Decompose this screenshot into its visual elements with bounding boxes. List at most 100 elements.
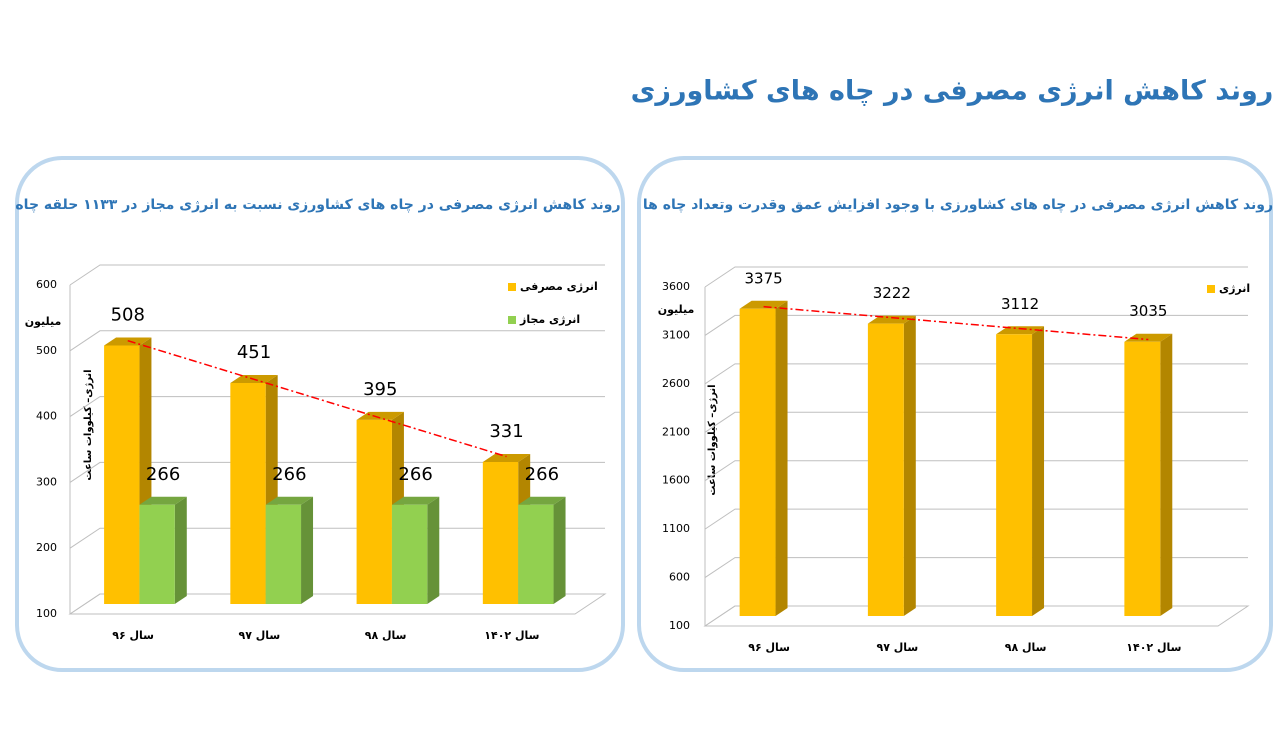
data-label: 266 [525,464,559,485]
bar [867,315,916,616]
bar-front [1124,341,1161,616]
bar-front [482,462,519,604]
bar [739,300,788,616]
bar-side [553,496,566,604]
bar-top [518,496,566,505]
data-label: 266 [398,464,432,485]
y-tick-label: 500 [36,344,57,357]
x-tick-label: سال ۱۴۰۲ [1126,641,1181,654]
y-tick-label: 200 [36,541,57,554]
bar-front [230,383,266,604]
grid-line [69,264,605,286]
chart-title: روند کاهش انرژی مصرفی در چاه های کشاورزی… [643,197,1273,213]
chart-frame [15,156,625,672]
bar-front [391,504,428,604]
bar-top [482,454,531,463]
bar-top [265,496,314,505]
x-tick-label: سال ۹۷ [876,641,918,654]
grid-line [704,508,1248,530]
grid-line [704,605,1248,627]
legend-swatch [508,316,516,324]
bar [265,496,314,604]
data-label: 331 [489,421,523,442]
data-label: 508 [111,305,145,326]
data-label: 451 [237,342,271,363]
x-tick-label: سال ۱۴۰۲ [484,629,539,642]
bar [996,326,1045,616]
bar-side [1032,326,1045,616]
x-tick-label: سال ۹۶ [748,641,790,654]
legend-label: انرژی مجاز [519,313,580,326]
bar [139,496,187,604]
data-label: 3222 [873,284,911,302]
slide-title: روند کاهش انرژی مصرفی در چاه های کشاورزی [631,76,1274,107]
legend-swatch [1207,285,1215,293]
bar-front [867,323,904,616]
bar-front [518,504,554,604]
data-label: 395 [363,379,397,400]
bar [391,496,440,604]
y-axis-unit: میلیون [25,315,62,328]
y-axis-unit: میلیون [658,303,695,316]
grid-line [704,411,1248,433]
bar-side [775,300,788,616]
y-tick-label: 2100 [662,425,690,438]
y-tick-label: 100 [36,607,57,620]
grid-line [704,363,1248,385]
bar-front [996,334,1033,616]
data-label: 3035 [1129,302,1167,320]
y-tick-label: 600 [669,571,690,584]
bar-front [356,419,392,604]
bar-front [265,504,302,604]
bar-side [1160,333,1173,616]
y-tick-label: 1100 [662,522,690,535]
data-label: 266 [272,464,306,485]
data-label: 3112 [1001,295,1039,313]
y-tick-label: 600 [36,278,57,291]
legend-swatch [508,283,516,291]
bar-top [739,300,788,309]
bar-top [391,496,440,505]
y-tick-label: 300 [36,475,57,488]
y-tick-label: 100 [669,619,690,632]
bar-front [739,308,776,616]
grid-line [704,460,1248,482]
bar-front [139,504,175,604]
x-tick-label: سال ۹۶ [112,629,154,642]
trendline [763,305,1149,341]
y-tick-label: 400 [36,410,57,423]
y-tick-label: 3100 [662,328,690,341]
grid-line [69,461,605,483]
data-label: 3375 [744,269,782,287]
chart-frame [637,156,1273,672]
y-tick-label: 3600 [662,280,690,293]
bar-side [301,496,314,604]
y-axis-title: انرژی– کیلووات ساعت [707,384,718,495]
bar-side [427,496,440,604]
bar-front [104,345,140,604]
x-tick-label: سال ۹۷ [238,629,280,642]
bar-top [139,496,187,505]
x-tick-label: سال ۹۸ [365,629,407,642]
trendline [127,339,507,458]
grid-line [704,266,1248,288]
grid-line [704,314,1248,336]
bar [518,496,566,604]
y-tick-label: 2600 [662,377,690,390]
legend-label: انرژی مصرفی [520,280,598,293]
legend-label: انرژی [1219,282,1250,295]
bar-top [1124,333,1173,342]
x-tick-label: سال ۹۸ [1005,641,1047,654]
bar-side [903,315,916,616]
grid-line [69,396,605,418]
grid-line [704,557,1248,578]
bar-top [867,315,916,324]
data-label: 266 [146,464,180,485]
chart-title: روند کاهش انرژی مصرفی در چاه های کشاورزی… [15,197,620,213]
bar [1124,333,1173,616]
y-axis-title: انرژی– کیلووات ساعت [83,369,94,480]
y-tick-label: 1600 [662,474,690,487]
bar-side [174,496,187,604]
grid-line [69,330,605,352]
